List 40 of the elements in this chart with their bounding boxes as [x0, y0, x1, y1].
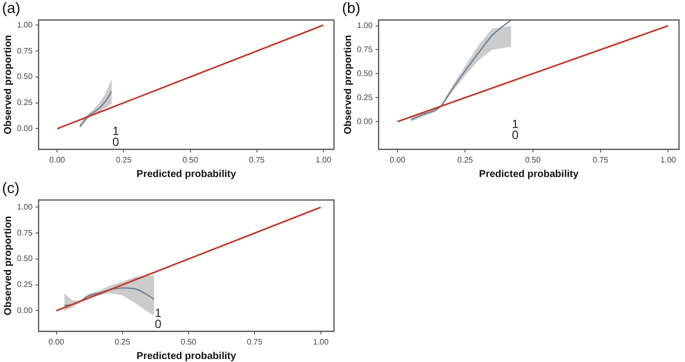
y-axis-title: Observed proportion [2, 34, 14, 134]
y-tick-label: 0.75 [16, 46, 34, 56]
x-tick-label: 1.00 [660, 155, 677, 164]
chart-title: (b) [342, 0, 360, 18]
x-tick-label: 0.75 [592, 155, 609, 164]
x-tick-label: 0.50 [180, 337, 197, 346]
y-tick-label: 0.25 [16, 280, 34, 290]
line-series [79, 90, 112, 128]
y-tick-label: 0.00 [356, 116, 374, 126]
x-tick-label: 0.25 [457, 155, 474, 164]
y-tick-label: 0.25 [356, 92, 374, 102]
x-axis-title: Predicted probability [479, 168, 579, 180]
x-tick-label: 0.25 [114, 337, 131, 346]
y-axis-title: Observed proportion [2, 216, 14, 316]
y-tick-label: 0.50 [356, 68, 374, 78]
y-tick-label: 0.00 [16, 124, 34, 133]
y-tick-label: 0.75 [16, 228, 34, 238]
y-tick-label: 1.00 [356, 20, 374, 30]
chart-title: (a) [2, 0, 20, 18]
x-axis-title: Predicted probability [136, 168, 236, 180]
x-tick-label: 0.00 [48, 337, 65, 346]
chart-title: (c) [2, 180, 20, 198]
x-tick-label: 0.50 [182, 155, 199, 164]
y-tick-label: 1.00 [16, 202, 34, 212]
x-tick-label: 0.00 [390, 155, 406, 164]
x-tick-label: 1.00 [316, 155, 332, 164]
x-tick-label: 0.25 [116, 155, 132, 164]
x-tick-label: 1.00 [312, 337, 330, 346]
y-tick-label: 0.50 [16, 72, 34, 82]
x-tick-label: 0.75 [246, 337, 263, 346]
y-tick-label: 0.00 [16, 306, 34, 315]
x-tick-label: 0.75 [249, 155, 266, 164]
x-tick-label: 0.00 [49, 155, 66, 164]
y-tick-label: 0.50 [16, 254, 34, 264]
y-tick-label: 1.00 [16, 20, 34, 30]
y-axis-title: Observed proportion [342, 34, 354, 134]
y-tick-label: 0.25 [16, 98, 34, 108]
x-axis-title: Predicted probability [136, 350, 236, 362]
y-tick-label: 0.75 [356, 44, 374, 54]
x-tick-label: 0.50 [525, 155, 542, 164]
